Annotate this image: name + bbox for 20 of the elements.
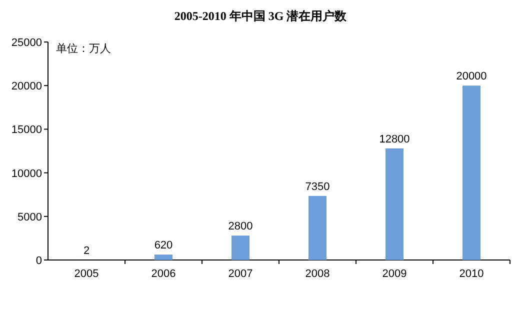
data-label: 620: [154, 240, 173, 252]
annotation: 单位：万人: [56, 42, 111, 55]
x-tick-label: 2005: [74, 268, 99, 280]
x-tick-label: 2009: [382, 268, 407, 280]
data-label: 7350: [305, 180, 330, 193]
data-label: 12800: [379, 133, 410, 146]
y-tick-label: 25000: [11, 37, 42, 49]
x-tick-label: 2007: [228, 268, 253, 280]
x-tick-label: 2008: [305, 268, 330, 280]
y-tick-label: 0: [36, 255, 42, 267]
data-label: 2: [83, 244, 90, 257]
y-tick-label: 10000: [11, 168, 42, 180]
y-tick-label: 5000: [18, 211, 42, 224]
y-tick-label: 15000: [11, 124, 42, 136]
data-label: 2800: [228, 220, 253, 233]
x-tick-label: 2006: [151, 268, 176, 280]
chart-title: 2005-2010 年中国 3G 潜在用户数: [174, 9, 348, 23]
x-tick-label: 2010: [459, 268, 484, 280]
data-label: 20000: [456, 70, 487, 83]
y-tick-label: 20000: [11, 80, 42, 93]
